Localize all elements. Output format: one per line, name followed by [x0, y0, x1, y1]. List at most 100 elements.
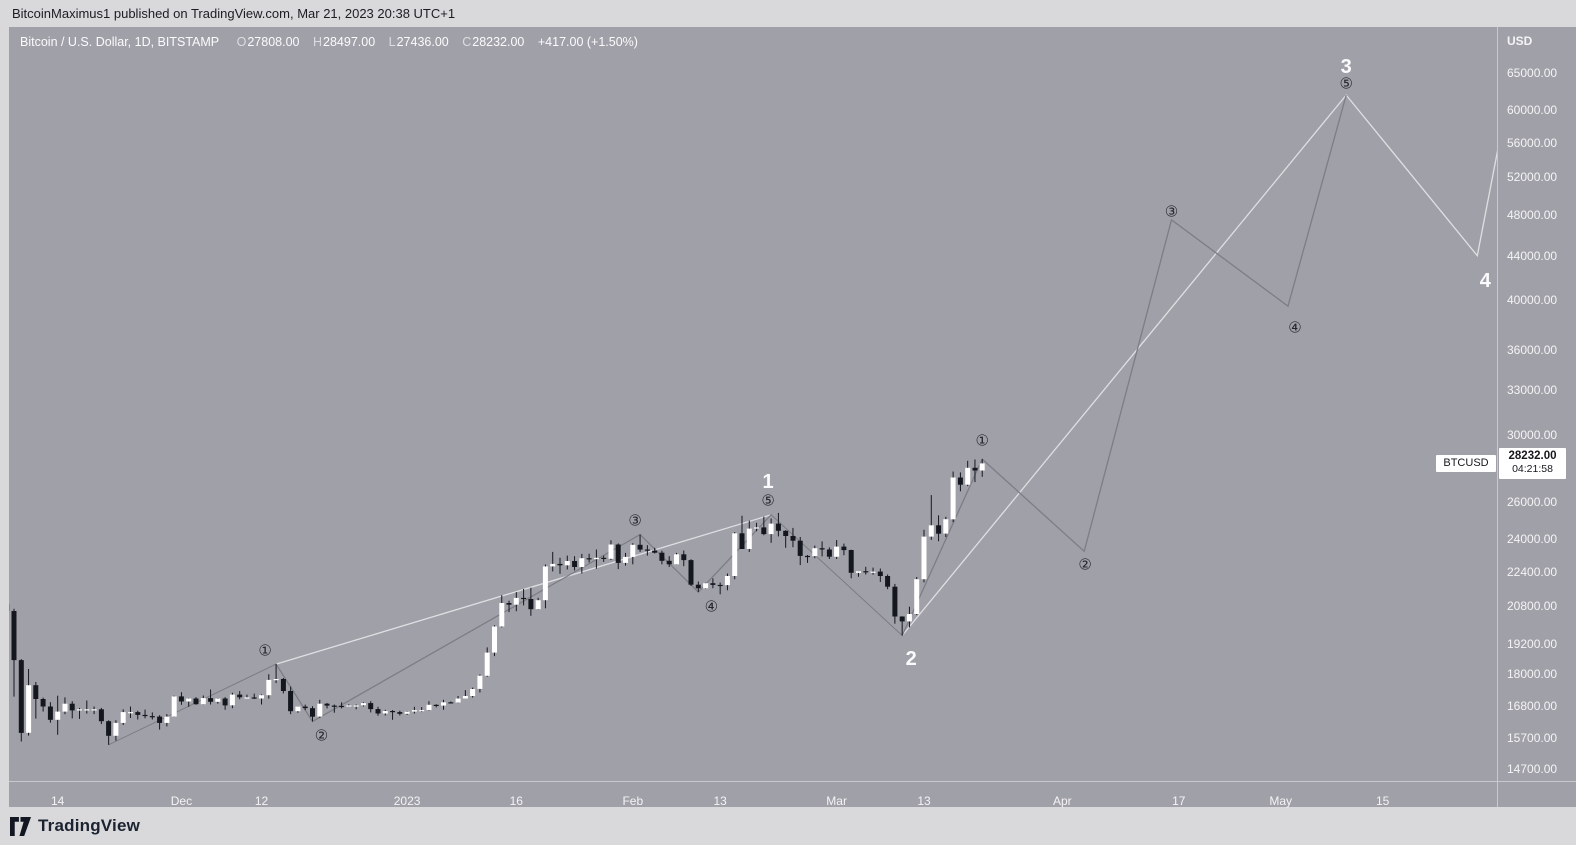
- candle-up: [353, 705, 359, 707]
- price-axis-label: 19200.00: [1507, 636, 1558, 651]
- candle-up: [360, 703, 366, 706]
- candle-down: [135, 712, 141, 715]
- footer-bar: TradingView: [10, 807, 140, 845]
- candle-down: [368, 703, 374, 710]
- bar-countdown: 04:21:58: [1512, 462, 1553, 475]
- wave-label-circled: ⑤: [761, 492, 775, 510]
- candle-down: [149, 716, 155, 718]
- candle-down: [237, 694, 243, 698]
- candle-up: [979, 463, 985, 471]
- candle-up: [564, 561, 570, 566]
- price-axis-label: 24000.00: [1507, 532, 1558, 547]
- symbol-title[interactable]: Bitcoin / U.S. Dollar, 1D, BITSTAMP: [20, 35, 220, 49]
- ohlc-close-label: C: [462, 35, 472, 49]
- candle-up: [593, 557, 599, 560]
- candle-down: [819, 548, 825, 550]
- wave-label-circled: ⑤: [1339, 75, 1353, 93]
- price-axis-label: 56000.00: [1507, 135, 1558, 150]
- candle-down: [222, 698, 228, 706]
- candle-down: [783, 530, 789, 536]
- candle-down: [892, 586, 898, 617]
- candle-down: [761, 527, 767, 535]
- price-axis-label: 44000.00: [1507, 248, 1558, 263]
- price-axis-label: 26000.00: [1507, 495, 1558, 509]
- time-axis-label: 2023: [393, 794, 421, 808]
- candle-up: [950, 477, 956, 520]
- candle-down: [157, 716, 163, 723]
- candle-down: [615, 544, 621, 563]
- candle-up: [455, 698, 461, 703]
- candle-up: [513, 597, 519, 605]
- time-axis-label: 17: [1172, 794, 1186, 808]
- candle-down: [11, 611, 17, 661]
- ohlc-change-value: +417.00 (+1.50%): [537, 35, 638, 49]
- candle-up: [113, 722, 119, 736]
- time-axis-label: May: [1269, 794, 1293, 808]
- wave-label-big: 2: [905, 647, 917, 670]
- candle-up: [768, 523, 774, 535]
- candle-up: [834, 546, 840, 557]
- candle-down: [739, 533, 745, 549]
- ohlc-high-label: H: [312, 35, 323, 49]
- price-axis-label: 30000.00: [1507, 428, 1558, 442]
- candle-up: [411, 710, 417, 712]
- candle-up: [746, 528, 752, 549]
- candle-down: [790, 536, 796, 541]
- ohlc-open-label: O: [236, 35, 247, 49]
- candle-down: [98, 709, 104, 722]
- candle-down: [178, 696, 184, 702]
- candle-up: [229, 694, 235, 706]
- candle-down: [710, 583, 716, 585]
- candle-up: [62, 703, 68, 712]
- wave-label-circled: ②: [314, 727, 329, 745]
- candle-up: [870, 571, 876, 573]
- candle-up: [492, 626, 497, 653]
- candle-down: [899, 616, 905, 622]
- candle-up: [965, 467, 971, 485]
- candle-up: [674, 554, 679, 565]
- time-axis-label: 13: [713, 794, 727, 808]
- candle-up: [462, 696, 468, 699]
- price-axis-label: 33000.00: [1507, 383, 1558, 398]
- candle-up: [812, 548, 818, 557]
- candle-down: [324, 703, 330, 706]
- candle-down: [397, 712, 403, 714]
- candle-up: [630, 544, 636, 557]
- candle-up: [346, 705, 352, 707]
- wave-label-big: 4: [1479, 269, 1491, 292]
- candle-down: [877, 571, 883, 576]
- time-axis-label: Feb: [622, 794, 644, 808]
- time-axis-label: 15: [1375, 794, 1390, 808]
- time-axis-label: Mar: [826, 794, 847, 808]
- tradingview-brand-text[interactable]: TradingView: [38, 816, 141, 835]
- candle-down: [644, 549, 650, 551]
- price-axis-label: 65000.00: [1507, 66, 1558, 80]
- candle-up: [84, 709, 90, 711]
- price-axis-label: 15700.00: [1507, 731, 1558, 746]
- wave-label-circled: ④: [704, 598, 719, 616]
- candle-down: [280, 679, 286, 691]
- chart-panel: Bitcoin / U.S. Dollar, 1D, BITSTAMP O278…: [9, 27, 1576, 808]
- candlestick-plot[interactable]: [9, 27, 1497, 781]
- candle-up: [91, 709, 97, 711]
- candle-down: [193, 698, 199, 705]
- ohlc-open-value: 27808.00: [247, 35, 300, 49]
- tradingview-logo-icon[interactable]: [10, 816, 31, 836]
- candle-down: [637, 544, 643, 550]
- candle-up: [164, 716, 170, 723]
- time-axis-label: Apr: [1052, 794, 1072, 808]
- candle-up: [856, 571, 861, 573]
- candle-down: [652, 550, 658, 553]
- candle-down: [848, 550, 854, 573]
- time-axis-border: [9, 781, 1576, 782]
- candle-up: [215, 698, 221, 702]
- candle-up: [120, 712, 126, 723]
- candle-down: [572, 561, 578, 567]
- candle-up: [470, 689, 476, 696]
- publish-info: BitcoinMaximus1 published on TradingView…: [12, 6, 456, 21]
- price-axis-label: 40000.00: [1507, 293, 1558, 308]
- candle-up: [200, 698, 206, 705]
- candle-down: [601, 557, 607, 559]
- candle-down: [288, 691, 294, 712]
- candle-up: [186, 698, 192, 702]
